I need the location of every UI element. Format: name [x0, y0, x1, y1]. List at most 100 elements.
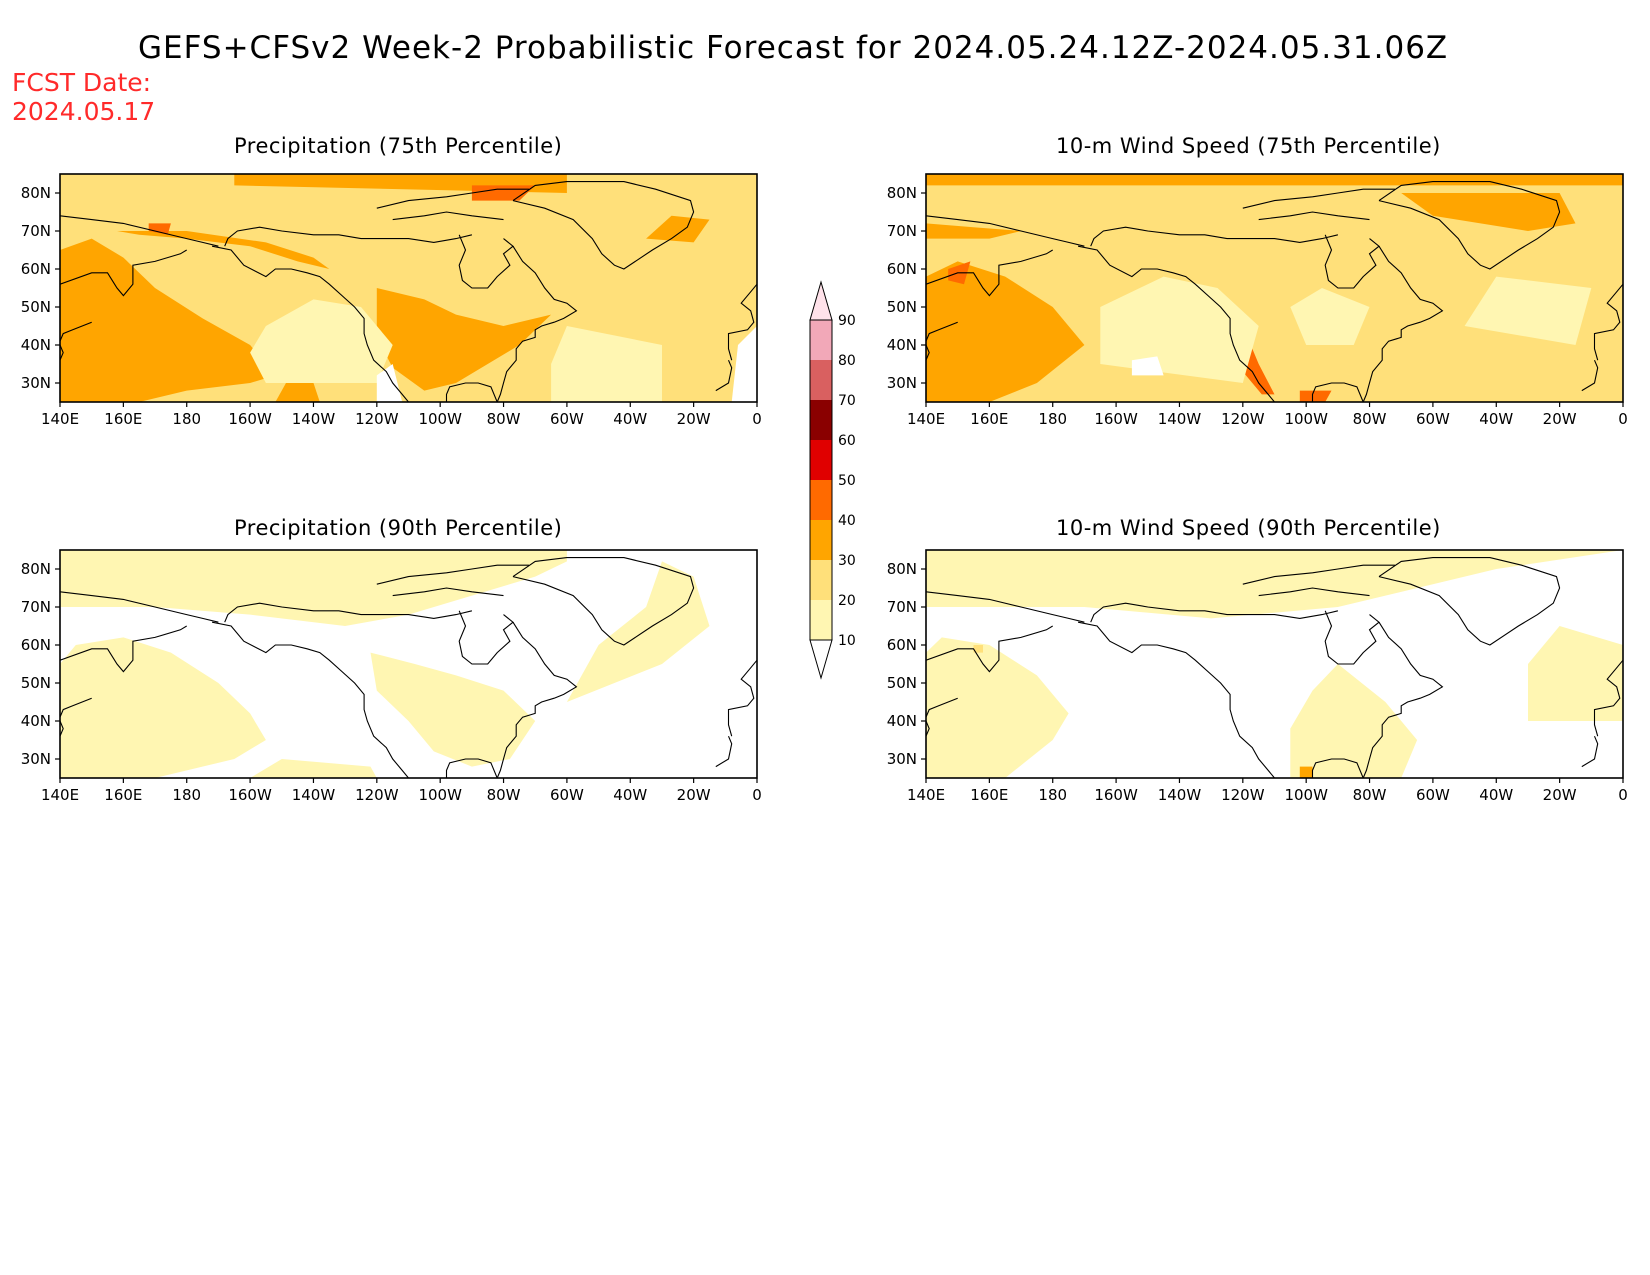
colorbar-cell: [810, 480, 832, 520]
prob-region: [1299, 390, 1332, 402]
prob-region: [1528, 626, 1623, 721]
coastline: [445, 382, 498, 402]
figure-title: GEFS+CFSv2 Week-2 Probabilistic Forecast…: [138, 30, 1449, 66]
map-frame: [59, 549, 758, 779]
prob-region: [148, 223, 171, 235]
colorbar-tick-label: 80: [838, 353, 856, 369]
coastline: [1242, 564, 1395, 585]
lon-tick-label: 0: [1618, 786, 1628, 804]
lon-tick-label: 0: [1618, 410, 1628, 428]
coastline: [926, 697, 958, 718]
forecast-date-value: 2024.05.17: [12, 97, 156, 126]
coastline: [715, 735, 733, 768]
lat-tick-label: 40N: [21, 336, 51, 354]
coastline: [496, 245, 578, 402]
prob-region: [376, 288, 552, 391]
lat-tick-label: 60N: [21, 636, 51, 654]
coastline: [458, 610, 514, 665]
lon-tick-label: 60W: [1416, 786, 1450, 804]
coastline: [60, 249, 187, 297]
coastline: [224, 226, 473, 247]
lon-tick-label: 100W: [418, 410, 462, 428]
coastline: [1242, 188, 1395, 209]
colorbar-cell: [810, 560, 832, 600]
coastline: [496, 621, 578, 778]
coastline: [1090, 226, 1339, 247]
coastline: [926, 321, 958, 342]
colorbar-cell: [809, 639, 833, 680]
coastline: [1362, 245, 1444, 402]
lon-tick-label: 120W: [355, 410, 399, 428]
lat-tick-label: 30N: [887, 750, 917, 768]
lon-tick-label: 20W: [1543, 786, 1577, 804]
forecast-date-label: FCST Date:: [12, 68, 152, 97]
prob-region: [376, 364, 403, 402]
coastline: [1324, 610, 1380, 665]
map-frame: [59, 173, 758, 403]
map-frame: [925, 173, 1624, 403]
coastline: [512, 181, 695, 270]
prob-region: [926, 261, 1085, 402]
prob-region: [926, 223, 1021, 239]
lon-tick-label: 100W: [1284, 786, 1328, 804]
coastline: [926, 249, 1053, 297]
lon-tick-label: 20W: [1543, 410, 1577, 428]
lon-tick-label: 80W: [1353, 410, 1387, 428]
lon-tick-label: 40W: [613, 410, 647, 428]
prob-region: [1299, 766, 1313, 778]
lat-tick-label: 40N: [21, 712, 51, 730]
panel-title-wind90: 10-m Wind Speed (90th Percentile): [1056, 516, 1441, 540]
lon-tick-label: 0: [752, 410, 762, 428]
panel-title-wind75: 10-m Wind Speed (75th Percentile): [1056, 134, 1441, 158]
coastline: [1324, 234, 1380, 289]
map-panel-wind75: 80N 70N 60N 50N 40N 30N 140E 160E 180 160W 140W 120…: [887, 173, 1628, 428]
map-panel-precip75: 80N 70N 60N 50N 40N 30N 140E 160E 180 160W 140W 120…: [21, 173, 762, 428]
coastline: [392, 587, 504, 597]
lon-tick-label: 20W: [677, 786, 711, 804]
coastline: [376, 188, 529, 209]
lat-tick-label: 30N: [21, 374, 51, 392]
coastline: [60, 591, 219, 623]
coastline: [211, 245, 409, 402]
lon-tick-label: 140W: [1158, 786, 1202, 804]
prob-region: [250, 759, 377, 778]
prob-region: [60, 637, 266, 778]
lon-tick-label: 180: [1038, 410, 1067, 428]
lon-tick-label: 160E: [970, 410, 1008, 428]
lon-tick-label: 120W: [355, 786, 399, 804]
lat-tick-label: 80N: [21, 560, 51, 578]
lat-tick-label: 80N: [887, 560, 917, 578]
coastline: [60, 321, 92, 342]
coastline: [1378, 557, 1561, 646]
coastline: [60, 697, 92, 718]
lon-tick-label: 140W: [292, 786, 336, 804]
coastline: [1258, 211, 1370, 221]
prob-region: [551, 326, 662, 402]
colorbar-frame: [809, 319, 833, 641]
lon-tick-label: 160W: [228, 410, 272, 428]
lat-tick-label: 60N: [887, 636, 917, 654]
prob-region: [275, 379, 320, 402]
prob-region: [1290, 664, 1418, 778]
prob-region: [926, 550, 1623, 619]
lat-tick-label: 40N: [887, 336, 917, 354]
coastline: [1581, 359, 1599, 392]
prob-region: [1100, 276, 1259, 383]
coastline: [211, 621, 409, 778]
lat-tick-label: 50N: [21, 674, 51, 692]
prob-region: [1401, 193, 1576, 231]
lon-tick-label: 60W: [550, 786, 584, 804]
map-panel-wind90: 80N 70N 60N 50N 40N 30N 140E 160E 180 160W 140W 120…: [887, 549, 1628, 804]
lon-tick-label: 40W: [613, 786, 647, 804]
lon-tick-label: 0: [752, 786, 762, 804]
coastline: [60, 720, 64, 737]
coastline: [1311, 382, 1364, 402]
colorbar-cell: [810, 440, 832, 480]
coastline: [512, 557, 695, 646]
coastline: [376, 564, 529, 585]
colorbar-cell: [809, 280, 833, 321]
lon-tick-label: 140E: [41, 410, 79, 428]
panel-title-precip90: Precipitation (90th Percentile): [234, 516, 563, 540]
prob-region: [973, 645, 983, 653]
lon-tick-label: 160W: [1094, 410, 1138, 428]
